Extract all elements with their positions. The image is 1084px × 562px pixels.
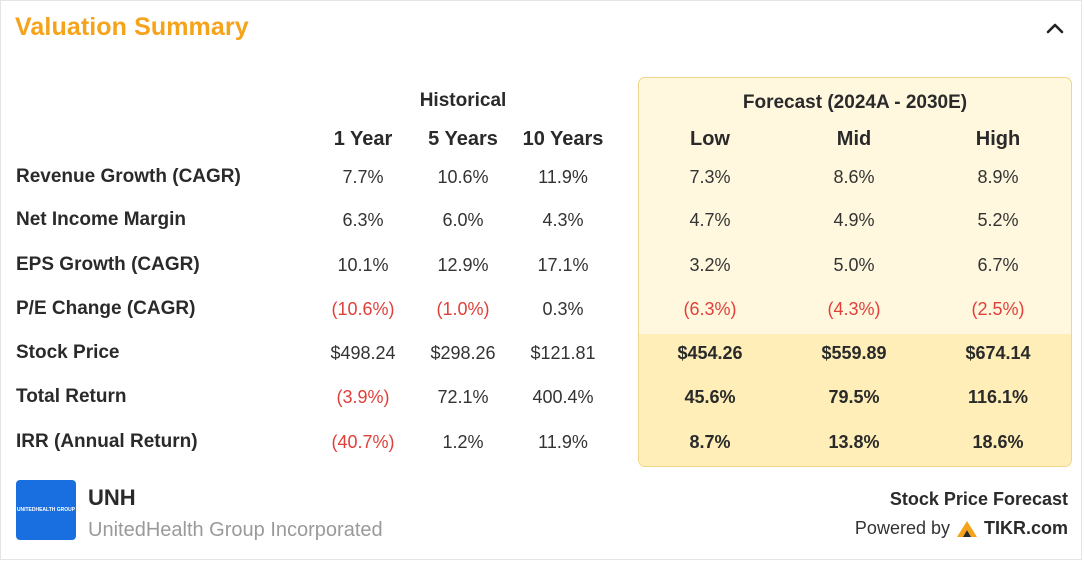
row-label: Stock Price <box>16 342 120 363</box>
tikr-brand[interactable]: TIKR.com <box>983 518 1068 538</box>
table-cell: 10.6% <box>437 167 489 187</box>
row-label: P/E Change (CAGR) <box>16 298 196 319</box>
table-cell: 400.4% <box>532 387 594 407</box>
table-cell: (6.3%) <box>683 299 737 319</box>
table-cell: $674.14 <box>965 343 1031 363</box>
table-cell: 4.9% <box>833 210 875 230</box>
row-label: Net Income Margin <box>16 209 186 230</box>
chevron-up-icon <box>1046 23 1064 34</box>
column-header: 1 Year <box>333 128 393 150</box>
table-cell: 13.8% <box>828 432 880 452</box>
table-cell: 45.6% <box>684 387 736 407</box>
table-cell: 6.7% <box>977 255 1019 275</box>
card-title: Valuation Summary <box>15 13 249 41</box>
table-cell: 7.7% <box>342 167 384 187</box>
table-cell: $454.26 <box>677 343 743 363</box>
table-cell: 5.2% <box>977 210 1019 230</box>
table-cell: (3.9%) <box>336 387 390 407</box>
company-logo-text: UNITEDHEALTH GROUP <box>16 507 76 513</box>
table-cell: 3.2% <box>689 255 731 275</box>
column-header: 5 Years <box>428 128 498 150</box>
group-header-historical: Historical <box>419 90 507 111</box>
row-label: Revenue Growth (CAGR) <box>16 166 241 187</box>
table-cell: 7.3% <box>689 167 731 187</box>
company-ticker: UNH <box>88 485 136 510</box>
table-cell: 8.6% <box>833 167 875 187</box>
table-cell: 12.9% <box>437 255 489 275</box>
forecast-panel <box>638 77 1072 467</box>
table-cell: $559.89 <box>821 343 887 363</box>
table-cell: 10.1% <box>337 255 389 275</box>
forecast-highlight-band <box>639 334 1071 466</box>
collapse-button[interactable] <box>1041 15 1069 43</box>
tikr-logo-icon <box>956 520 977 537</box>
table-cell: 4.3% <box>542 210 584 230</box>
group-header-forecast: Forecast (2024A - 2030E) <box>742 92 968 113</box>
table-cell: $298.26 <box>430 343 496 363</box>
table-cell: 1.2% <box>442 432 484 452</box>
table-cell: (40.7%) <box>331 432 395 452</box>
table-cell: 116.1% <box>967 387 1029 407</box>
powered-by: Powered by TIKR.com <box>855 518 1068 539</box>
powered-by-text: Powered by <box>854 518 950 538</box>
table-cell: (4.3%) <box>827 299 881 319</box>
column-header: Low <box>690 128 730 150</box>
table-cell: 11.9% <box>538 432 588 452</box>
company-name: UnitedHealth Group Incorporated <box>88 519 383 541</box>
table-cell: 8.7% <box>689 432 731 452</box>
table-cell: 0.3% <box>542 299 584 319</box>
table-cell: (10.6%) <box>331 299 395 319</box>
table-cell: 6.0% <box>442 210 484 230</box>
company-logo: UNITEDHEALTH GROUP <box>16 480 76 540</box>
table-cell: 72.1% <box>437 387 489 407</box>
table-cell: 8.9% <box>977 167 1019 187</box>
table-cell: 18.6% <box>972 432 1024 452</box>
table-cell: $498.24 <box>330 343 396 363</box>
table-cell: (1.0%) <box>436 299 490 319</box>
table-cell: 4.7% <box>689 210 731 230</box>
stock-price-forecast-link[interactable]: Stock Price Forecast <box>889 489 1068 509</box>
column-header: Mid <box>836 128 872 150</box>
table-cell: 79.5% <box>828 387 880 407</box>
table-cell: 11.9% <box>538 167 588 187</box>
table-cell: $121.81 <box>530 343 596 363</box>
row-label: IRR (Annual Return) <box>16 431 198 452</box>
table-cell: 6.3% <box>342 210 384 230</box>
row-label: EPS Growth (CAGR) <box>16 254 200 275</box>
table-cell: 17.1% <box>537 255 589 275</box>
column-header: High <box>975 128 1021 150</box>
table-cell: 5.0% <box>833 255 875 275</box>
table-cell: (2.5%) <box>971 299 1025 319</box>
column-header: 10 Years <box>522 128 604 150</box>
row-label: Total Return <box>16 386 127 407</box>
